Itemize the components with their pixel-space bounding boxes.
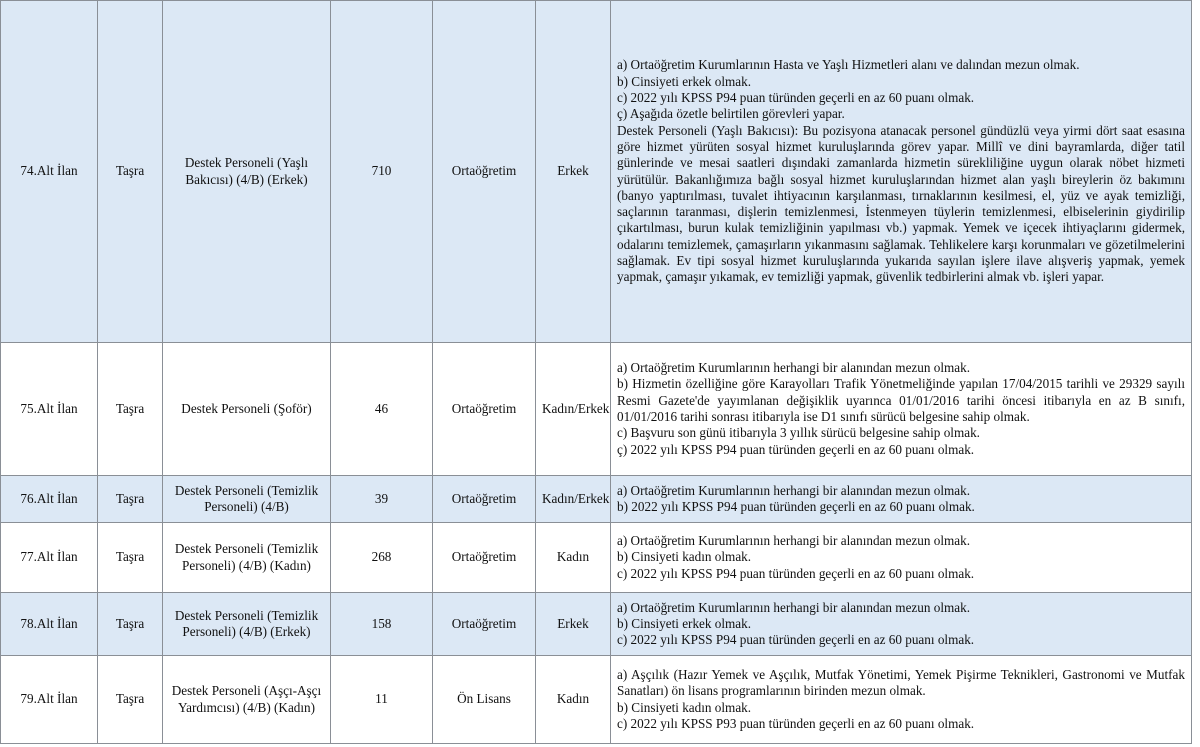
gender-cell: Kadın/Erkek (535, 475, 611, 523)
requirement-item: a) Ortaöğretim Kurumlarının herhangi bir… (617, 599, 971, 615)
requirement-item: a) Aşçılık (Hazır Yemek ve Aşçılık, Mutf… (617, 666, 1185, 699)
table-row: 75.Alt İlan Taşra Destek Personeli (Şoför)… (0, 342, 1192, 476)
position-count-cell: 11 (330, 655, 433, 744)
requirement-item: ç) Aşağıda özetle belirtilen görevleri y… (617, 106, 845, 122)
listing-number-cell: 76.Alt İlan (0, 475, 98, 523)
gender-cell: Erkek (535, 0, 611, 343)
gender-cell: Kadın/Erkek (535, 342, 611, 476)
listing-number-cell: 77.Alt İlan (0, 522, 98, 593)
requirement-item: a) Ortaöğretim Kurumlarının herhangi bir… (617, 360, 971, 376)
location-cell: Taşra (97, 522, 163, 593)
table-row: 77.Alt İlan Taşra Destek Personeli (Temizl… (0, 522, 1192, 593)
table-row: 76.Alt İlan Taşra Destek Personeli (Temizl… (0, 475, 1192, 523)
requirements-cell: a) Ortaöğretim Kurumlarının Hasta ve Yaş… (610, 0, 1192, 343)
location-cell: Taşra (97, 0, 163, 343)
education-level-cell: Ortaöğretim (432, 475, 536, 523)
requirements-cell: a) Ortaöğretim Kurumlarının herhangi bir… (610, 342, 1192, 476)
gender-cell: Kadın (535, 655, 611, 744)
requirement-item: c) 2022 yılı KPSS P94 puan türünden geçe… (617, 565, 975, 581)
position-title-cell: Destek Personeli (Şoför) (162, 342, 331, 476)
location-cell: Taşra (97, 475, 163, 523)
position-count-cell: 39 (330, 475, 433, 523)
requirement-item: b) Cinsiyeti erkek olmak. (617, 615, 752, 631)
location-cell: Taşra (97, 655, 163, 744)
requirements-cell: a) Ortaöğretim Kurumlarının herhangi bir… (610, 522, 1192, 593)
position-title-cell: Destek Personeli (Temizlik Personeli) (4… (162, 522, 331, 593)
position-title-cell: Destek Personeli (Aşçı-Aşçı Yardımcısı) … (162, 655, 331, 744)
education-level-cell: Ön Lisans (432, 655, 536, 744)
requirement-item: a) Ortaöğretim Kurumlarının Hasta ve Yaş… (617, 57, 1080, 73)
requirement-item: a) Ortaöğretim Kurumlarının herhangi bir… (617, 533, 971, 549)
location-cell: Taşra (97, 592, 163, 656)
requirement-item: b) Cinsiyeti kadın olmak. (617, 549, 752, 565)
education-level-cell: Ortaöğretim (432, 342, 536, 476)
requirement-item: c) 2022 yılı KPSS P94 puan türünden geçe… (617, 632, 975, 648)
position-count-cell: 710 (330, 0, 433, 343)
requirement-item: b) Cinsiyeti kadın olmak. (617, 699, 752, 715)
requirement-item: Destek Personeli (Yaşlı Bakıcısı): Bu po… (617, 122, 1185, 285)
requirements-cell: a) Ortaöğretim Kurumlarının herhangi bir… (610, 592, 1192, 656)
requirement-item: b) Cinsiyeti erkek olmak. (617, 73, 752, 89)
listing-number-cell: 75.Alt İlan (0, 342, 98, 476)
table-row: 79.Alt İlan Taşra Destek Personeli (Aşçı-A… (0, 655, 1192, 744)
position-title-cell: Destek Personeli (Temizlik Personeli) (4… (162, 592, 331, 656)
table-row: 74.Alt İlan Taşra Destek Personeli (Yaşlı … (0, 0, 1192, 343)
gender-cell: Erkek (535, 592, 611, 656)
requirements-cell: a) Ortaöğretim Kurumlarının herhangi bir… (610, 475, 1192, 523)
position-title-cell: Destek Personeli (Temizlik Personeli) (4… (162, 475, 331, 523)
education-level-cell: Ortaöğretim (432, 522, 536, 593)
position-count-cell: 46 (330, 342, 433, 476)
listing-number-cell: 78.Alt İlan (0, 592, 98, 656)
location-cell: Taşra (97, 342, 163, 476)
listing-number-cell: 79.Alt İlan (0, 655, 98, 744)
listing-number-cell: 74.Alt İlan (0, 0, 98, 343)
requirement-item: b) Hizmetin özelliğine göre Karayolları … (617, 376, 1185, 424)
education-level-cell: Ortaöğretim (432, 592, 536, 656)
requirement-item: c) 2022 yılı KPSS P93 puan türünden geçe… (617, 715, 975, 731)
requirement-item: c) 2022 yılı KPSS P94 puan türünden geçe… (617, 90, 975, 106)
position-count-cell: 268 (330, 522, 433, 593)
requirements-cell: a) Aşçılık (Hazır Yemek ve Aşçılık, Mutf… (610, 655, 1192, 744)
requirement-item: c) Başvuru son günü itibarıyla 3 yıllık … (617, 425, 980, 441)
requirement-item: ç) 2022 yılı KPSS P94 puan türünden geçe… (617, 441, 975, 457)
table-row: 78.Alt İlan Taşra Destek Personeli (Temizl… (0, 592, 1192, 656)
position-title-cell: Destek Personeli (Yaşlı Bakıcısı) (4/B) … (162, 0, 331, 343)
education-level-cell: Ortaöğretim (432, 0, 536, 343)
position-count-cell: 158 (330, 592, 433, 656)
requirement-item: a) Ortaöğretim Kurumlarının herhangi bir… (617, 482, 971, 498)
gender-cell: Kadın (535, 522, 611, 593)
requirement-item: b) 2022 yılı KPSS P94 puan türünden geçe… (617, 499, 975, 514)
